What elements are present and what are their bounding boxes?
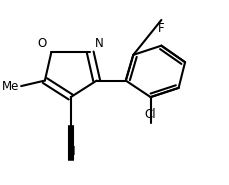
Text: Me: Me [2, 80, 19, 92]
Text: F: F [157, 22, 164, 35]
Text: N: N [66, 145, 75, 158]
Text: O: O [38, 37, 47, 50]
Text: Cl: Cl [144, 108, 156, 121]
Text: N: N [94, 37, 103, 50]
